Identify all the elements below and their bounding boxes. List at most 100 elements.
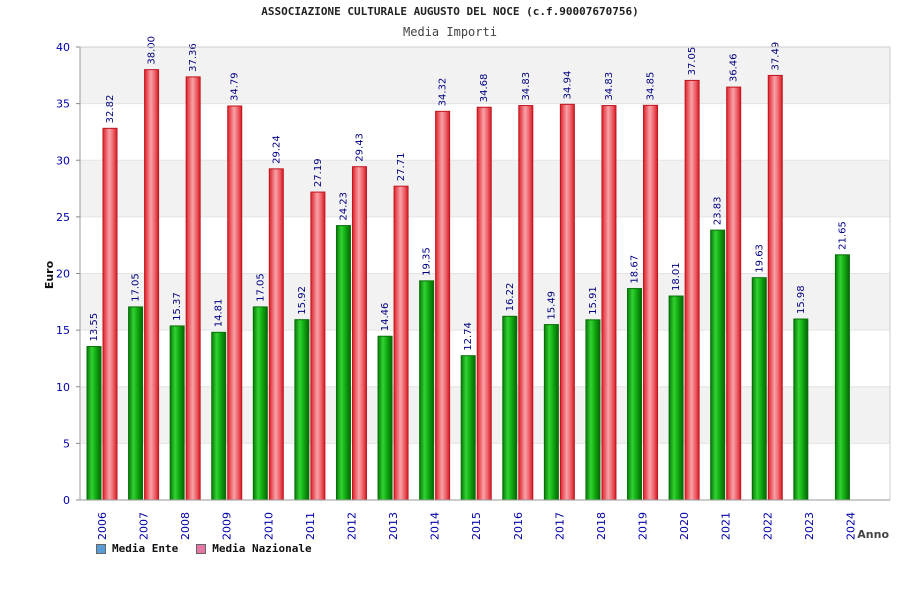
y-tick-label: 30 — [56, 154, 70, 167]
y-tick-label: 10 — [56, 381, 70, 394]
value-label-media-ente: 13.55 — [89, 313, 100, 342]
value-label-media-ente: 19.63 — [754, 244, 765, 273]
value-label-media-nazionale: 32.82 — [105, 95, 116, 124]
bar-media-ente — [502, 315, 518, 501]
bar-media-nazionale — [102, 127, 118, 501]
legend-label-ente: Media Ente — [112, 542, 179, 555]
value-label-media-nazionale: 34.94 — [562, 71, 573, 100]
bar-media-ente — [627, 288, 643, 501]
x-tick-label: 2015 — [470, 512, 483, 540]
legend-swatch-nazionale — [196, 543, 207, 554]
value-label-media-ente: 15.98 — [796, 285, 807, 314]
value-label-media-nazionale: 34.83 — [604, 72, 615, 101]
x-tick-label: 2023 — [803, 512, 816, 540]
value-label-media-ente: 17.05 — [255, 273, 266, 302]
bar-media-nazionale — [351, 166, 367, 501]
value-label-media-nazionale: 37.36 — [188, 43, 199, 72]
bar-media-ente — [86, 346, 102, 501]
value-label-media-ente: 14.46 — [380, 303, 391, 332]
x-tick-label: 2022 — [761, 512, 774, 540]
x-tick-label: 2019 — [637, 512, 650, 540]
bar-media-ente — [585, 319, 601, 501]
x-tick-label: 2009 — [221, 512, 234, 540]
y-tick-label: 15 — [56, 324, 70, 337]
value-label-media-nazionale: 34.85 — [646, 72, 657, 101]
legend-item-nazionale: Media Nazionale — [196, 542, 312, 555]
bar-media-nazionale — [310, 191, 326, 501]
bar-media-nazionale — [559, 103, 575, 501]
bar-media-nazionale — [726, 86, 742, 501]
bar-media-nazionale — [518, 105, 534, 501]
bar-media-ente — [128, 306, 144, 501]
y-tick-label: 20 — [56, 268, 70, 281]
bar-media-nazionale — [601, 105, 617, 501]
value-label-media-ente: 12.74 — [463, 322, 474, 351]
bar-media-ente — [294, 319, 310, 501]
value-label-media-ente: 15.91 — [588, 286, 599, 315]
y-tick-label: 5 — [63, 437, 70, 450]
value-label-media-nazionale: 29.24 — [271, 135, 282, 164]
x-tick-label: 2008 — [179, 512, 192, 540]
chart-subtitle: Media Importi — [403, 25, 497, 39]
value-label-media-nazionale: 34.79 — [230, 72, 241, 101]
x-tick-label: 2024 — [844, 512, 857, 540]
bar-media-ente — [211, 331, 227, 501]
x-tick-label: 2006 — [96, 512, 109, 540]
grid-band — [80, 47, 890, 104]
chart-legend: Media Ente Media Nazionale — [96, 542, 312, 555]
value-label-media-ente: 15.37 — [172, 292, 183, 321]
value-label-media-nazionale: 38.00 — [147, 36, 158, 65]
x-tick-label: 2013 — [387, 512, 400, 540]
y-axis-title: Euro — [43, 260, 56, 289]
value-label-media-ente: 23.83 — [713, 196, 724, 225]
y-tick-label: 35 — [56, 98, 70, 111]
x-tick-label: 2010 — [262, 512, 275, 540]
bar-media-nazionale — [268, 168, 284, 501]
value-label-media-nazionale: 34.32 — [438, 78, 449, 107]
value-label-media-nazionale: 37.05 — [687, 47, 698, 76]
value-label-media-nazionale: 34.83 — [521, 72, 532, 101]
x-tick-label: 2016 — [512, 512, 525, 540]
x-tick-label: 2021 — [720, 512, 733, 540]
bar-media-nazionale — [144, 69, 160, 501]
x-tick-label: 2017 — [553, 512, 566, 540]
value-label-media-nazionale: 36.46 — [729, 53, 740, 82]
bar-media-ente — [710, 229, 726, 501]
legend-label-nazionale: Media Nazionale — [212, 542, 312, 555]
bar-media-ente — [751, 277, 767, 501]
value-label-media-ente: 19.35 — [422, 247, 433, 276]
bar-media-ente — [668, 295, 684, 501]
value-label-media-nazionale: 37.49 — [770, 42, 781, 71]
value-label-media-ente: 16.22 — [505, 283, 516, 312]
chart-title: ASSOCIAZIONE CULTURALE AUGUSTO DEL NOCE … — [261, 5, 639, 18]
legend-swatch-ente — [96, 543, 106, 554]
bar-media-ente — [169, 325, 185, 501]
value-label-media-ente: 21.65 — [837, 221, 848, 250]
bar-media-nazionale — [227, 105, 243, 501]
x-axis-title: Anno — [857, 528, 889, 541]
bar-media-nazionale — [435, 110, 451, 501]
x-tick-label: 2011 — [304, 512, 317, 540]
x-tick-label: 2018 — [595, 512, 608, 540]
value-label-media-ente: 15.92 — [297, 286, 308, 315]
bar-media-nazionale — [684, 79, 700, 501]
value-label-media-nazionale: 27.71 — [396, 153, 407, 182]
value-label-media-ente: 15.49 — [546, 291, 557, 320]
y-tick-label: 40 — [56, 41, 70, 54]
value-label-media-ente: 18.01 — [671, 262, 682, 291]
value-label-media-ente: 17.05 — [131, 273, 142, 302]
value-label-media-ente: 18.67 — [630, 255, 641, 284]
value-label-media-ente: 14.81 — [214, 299, 225, 328]
bar-media-ente — [460, 355, 476, 501]
value-label-media-nazionale: 29.43 — [354, 133, 365, 162]
bar-media-nazionale — [476, 106, 492, 501]
x-tick-label: 2007 — [138, 512, 151, 540]
bar-media-nazionale — [643, 104, 659, 501]
bar-media-ente — [335, 225, 351, 501]
bar-media-nazionale — [393, 185, 409, 501]
legend-item-ente: Media Ente — [96, 542, 178, 555]
x-tick-label: 2012 — [345, 512, 358, 540]
value-label-media-nazionale: 34.68 — [479, 74, 490, 103]
y-tick-label: 25 — [56, 211, 70, 224]
